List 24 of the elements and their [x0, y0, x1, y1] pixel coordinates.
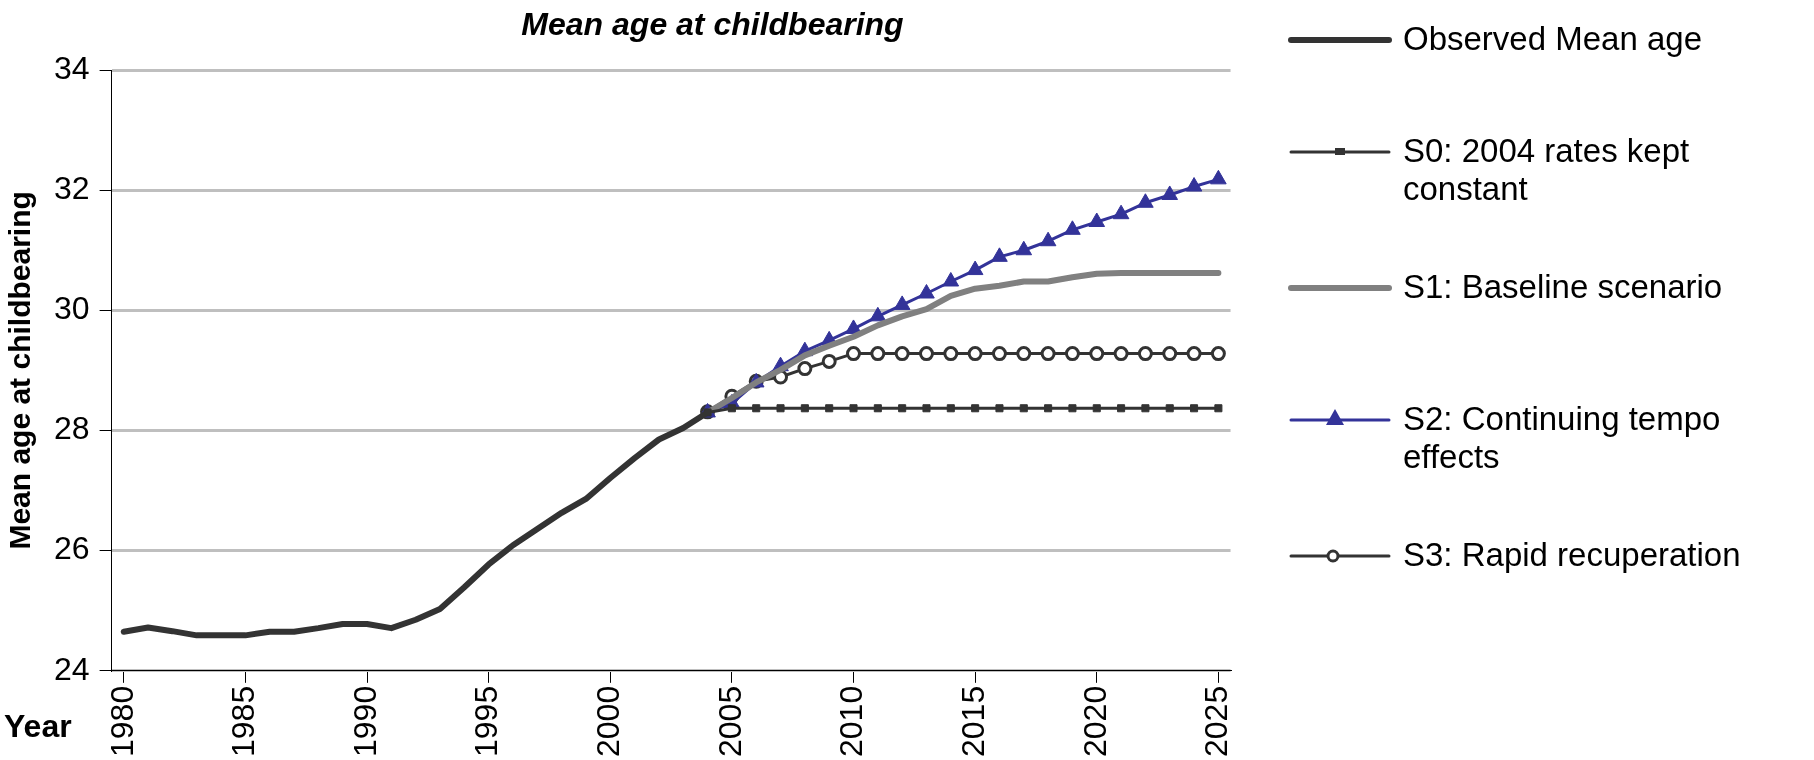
y-tick-label: 30 [54, 290, 90, 327]
x-tick-label: 1995 [468, 685, 505, 757]
x-tick-label: 1985 [225, 685, 262, 757]
x-axis-title: Year [4, 708, 72, 745]
x-tick-label: 2025 [1198, 685, 1235, 757]
y-tick-label: 34 [54, 49, 90, 86]
chart-title: Mean age at childbearing [520, 6, 905, 43]
x-tick-label: 2015 [954, 685, 991, 757]
x-tick-label: 2005 [711, 685, 748, 757]
legend-label: S1: Baseline scenario [1403, 268, 1723, 306]
y-axis-title: Mean age at childbearing [3, 191, 37, 550]
legend-label: S3: Rapid recuperation [1403, 536, 1741, 574]
x-tick-label: 2020 [1076, 685, 1113, 757]
x-tick-label: 2000 [590, 685, 627, 757]
y-tick-label: 32 [54, 169, 90, 206]
y-tick-label: 24 [54, 650, 90, 687]
x-tick-label: 2010 [833, 685, 870, 757]
x-tick-label: 1990 [346, 685, 383, 757]
legend-label: Observed Mean age [1403, 20, 1703, 58]
legend-label: S2: Continuing tempo effects [1403, 400, 1722, 476]
x-tick-label: 1980 [103, 685, 140, 757]
y-tick-label: 26 [54, 530, 90, 567]
y-tick-label: 28 [54, 410, 90, 447]
legend-label: S0: 2004 rates kept constant [1403, 132, 1691, 208]
